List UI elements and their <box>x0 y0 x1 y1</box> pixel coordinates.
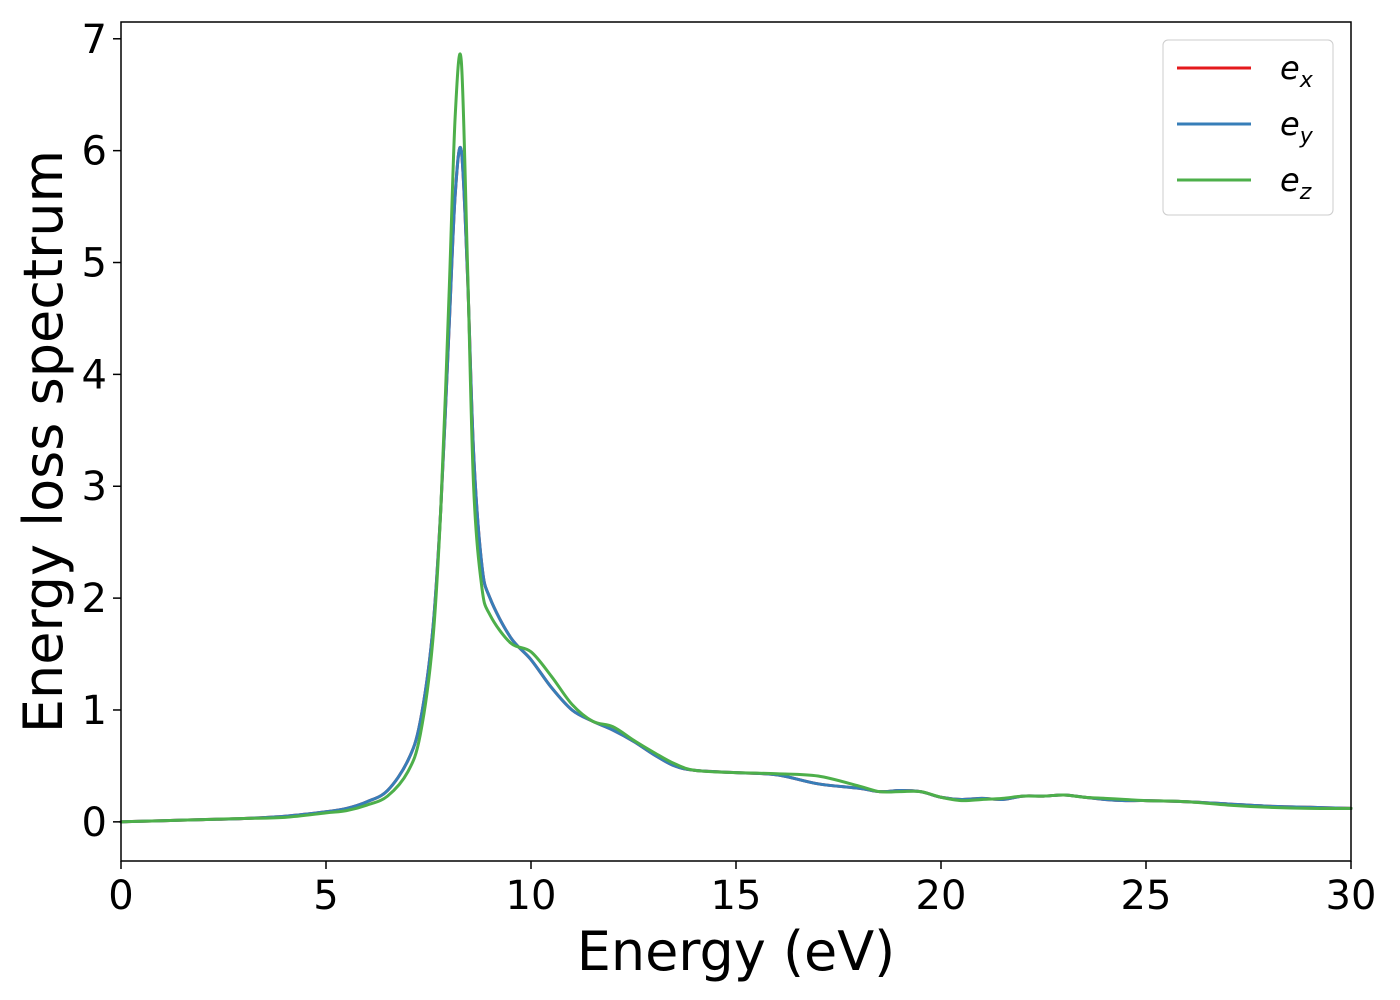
series-layer <box>119 52 1353 824</box>
plot-area <box>121 22 1351 861</box>
axes-layer: 0 5 10 15 20 25 30 0 1 2 3 4 5 6 7 <box>82 17 1377 919</box>
y-tick-label: 5 <box>82 241 107 287</box>
y-tick-label: 2 <box>82 576 107 622</box>
x-tick-label: 0 <box>108 873 133 919</box>
y-tick-label: 7 <box>82 17 107 63</box>
x-tick-label: 30 <box>1326 873 1377 919</box>
x-tick-label: 15 <box>711 873 762 919</box>
y-tick-label: 0 <box>82 800 107 846</box>
y-tick-label: 1 <box>82 688 107 734</box>
y-tick-label: 3 <box>82 464 107 510</box>
x-tick-label: 25 <box>1121 873 1172 919</box>
plot-background <box>121 22 1351 861</box>
legend: ex ey ez <box>1162 39 1334 216</box>
x-tick-label: 10 <box>506 873 557 919</box>
x-tick-label: 5 <box>313 873 338 919</box>
y-tick-label: 4 <box>82 352 107 398</box>
legend-box <box>1162 39 1334 216</box>
legend-label-ey: ey <box>1280 105 1314 149</box>
series-line-ez <box>119 52 1353 824</box>
y-axis-label: Energy loss spectrum <box>12 150 75 733</box>
x-axis-label: Energy (eV) <box>577 920 896 983</box>
x-tick-label: 20 <box>916 873 967 919</box>
legend-label-ex: ex <box>1280 49 1314 93</box>
legend-label-ez: ez <box>1280 161 1312 205</box>
y-tick-label: 6 <box>82 129 107 175</box>
